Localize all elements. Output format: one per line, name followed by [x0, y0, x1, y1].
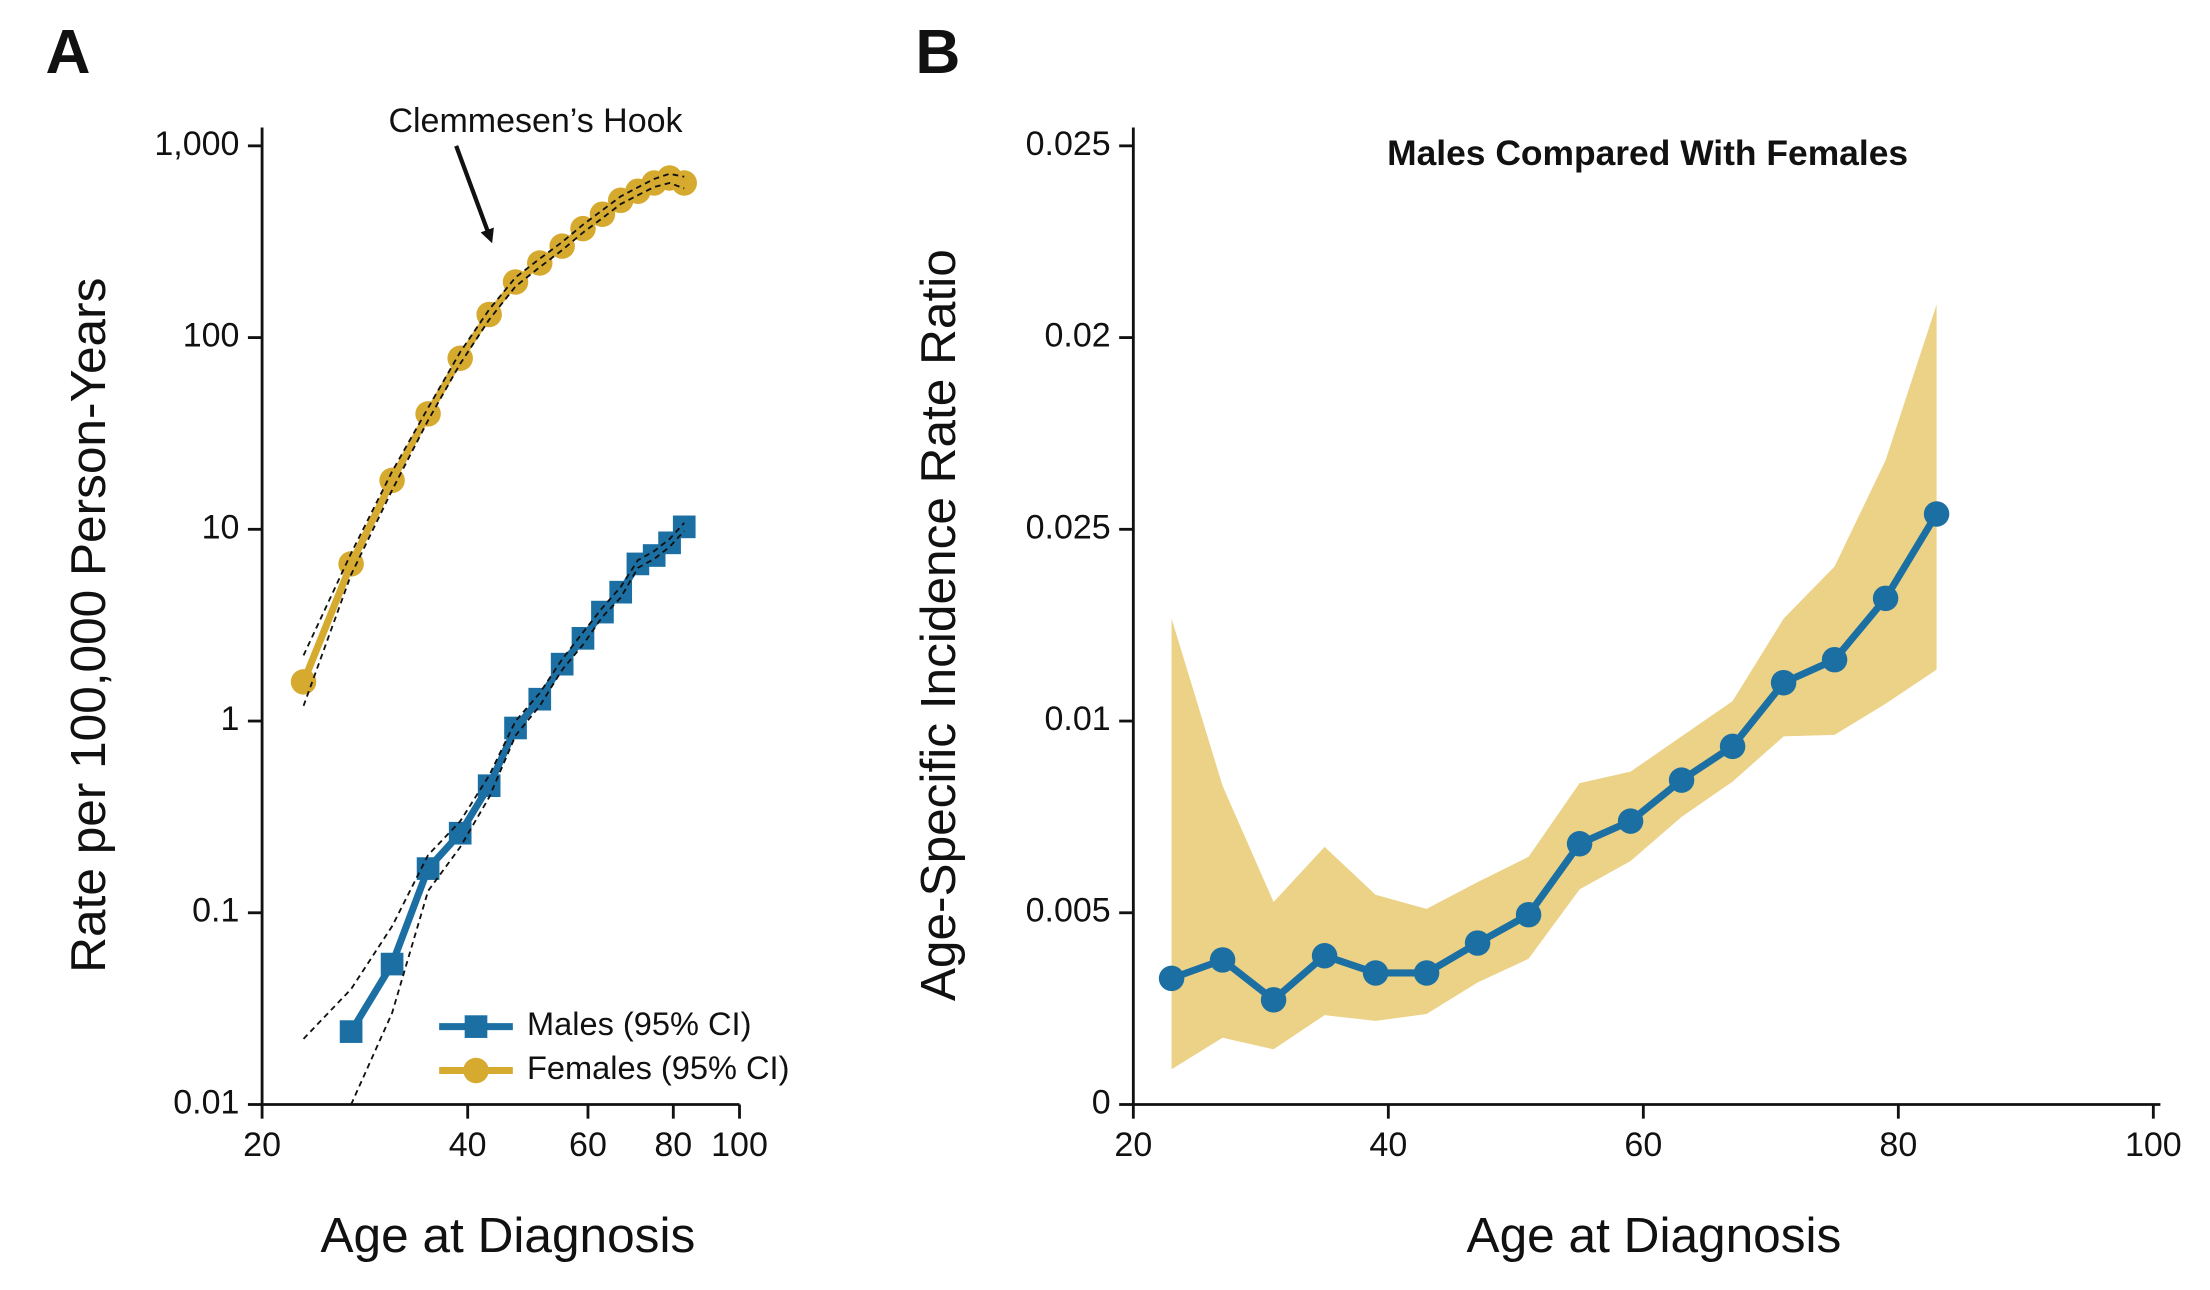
y-tick-label: 0.01 — [1044, 700, 1110, 738]
marker — [380, 952, 404, 976]
y-tick-label: 0 — [1092, 1083, 1111, 1121]
marker — [416, 857, 440, 880]
marker — [447, 345, 473, 372]
y-tick-label: 0.025 — [1026, 125, 1111, 163]
x-tick-label: 80 — [654, 1126, 692, 1164]
ci-band — [1171, 304, 1937, 1070]
marker — [1719, 733, 1746, 760]
marker — [570, 215, 596, 242]
legend-label: Males (95% CI) — [527, 1006, 751, 1042]
y-tick-label: 100 — [183, 317, 240, 355]
annotation: Clemmesen’s Hook — [388, 102, 683, 140]
x-axis-label: Age at Diagnosis — [320, 1207, 695, 1263]
ci-line — [302, 182, 685, 707]
chart-title: Males Compared With Females — [1387, 133, 1908, 173]
marker — [1464, 930, 1491, 956]
ci-line — [350, 530, 685, 1105]
marker — [339, 1020, 363, 1043]
x-axis-label: Age at Diagnosis — [1467, 1207, 1842, 1263]
y-tick-label: 0.1 — [192, 892, 239, 930]
y-tick-label: 0.025 — [1026, 508, 1111, 546]
y-tick-label: 10 — [202, 508, 240, 546]
y-axis-label: Age-Specific Incidence Rate Ratio — [910, 249, 966, 1001]
marker — [1821, 646, 1848, 673]
legend-marker — [463, 1057, 489, 1084]
panel-label: A — [45, 18, 90, 87]
x-tick-label: 60 — [569, 1126, 607, 1164]
marker — [379, 467, 405, 494]
series-line — [1170, 512, 1940, 1005]
ci-line — [302, 522, 685, 1040]
x-tick-label: 40 — [449, 1126, 487, 1164]
x-tick-label: 60 — [1624, 1126, 1662, 1164]
marker — [528, 687, 552, 711]
x-tick-label: 40 — [1369, 1126, 1407, 1164]
series-line — [300, 174, 686, 684]
x-tick-label: 80 — [1879, 1126, 1917, 1164]
marker — [477, 774, 501, 798]
annotation-arrow — [454, 145, 494, 244]
marker — [1770, 669, 1797, 696]
marker — [476, 301, 502, 328]
marker — [550, 652, 574, 676]
marker — [571, 627, 595, 650]
marker — [1413, 960, 1440, 986]
marker — [549, 233, 575, 259]
marker — [1362, 960, 1389, 986]
y-tick-label: 1,000 — [154, 125, 239, 163]
marker — [1515, 901, 1542, 928]
marker — [502, 269, 529, 295]
marker — [671, 170, 697, 196]
y-axis-label: Rate per 100,000 Person-Years — [60, 278, 116, 973]
y-tick-label: 0.02 — [1044, 317, 1110, 355]
x-tick-label: 20 — [243, 1126, 281, 1164]
marker — [290, 669, 317, 695]
y-tick-label: 0.005 — [1026, 892, 1111, 930]
marker — [1923, 501, 1950, 527]
x-tick-label: 100 — [711, 1126, 768, 1164]
marker — [1668, 767, 1695, 793]
panel-label: B — [915, 18, 960, 87]
marker — [672, 515, 696, 539]
marker — [589, 201, 616, 227]
ci-line — [302, 172, 685, 656]
legend-marker — [464, 1015, 488, 1038]
marker — [1872, 585, 1899, 612]
marker — [1311, 942, 1338, 969]
marker — [591, 600, 614, 624]
x-tick-label: 100 — [2125, 1126, 2182, 1164]
marker — [1617, 808, 1644, 834]
y-tick-label: 1 — [221, 700, 240, 738]
x-tick-label: 20 — [1114, 1126, 1152, 1164]
y-tick-label: 0.01 — [173, 1083, 239, 1121]
marker — [1260, 987, 1287, 1013]
marker — [1209, 947, 1236, 973]
marker — [609, 580, 633, 604]
marker — [338, 551, 364, 577]
marker — [527, 250, 553, 276]
legend-label: Females (95% CI) — [527, 1050, 789, 1086]
marker — [1158, 965, 1185, 992]
marker — [1566, 831, 1593, 857]
